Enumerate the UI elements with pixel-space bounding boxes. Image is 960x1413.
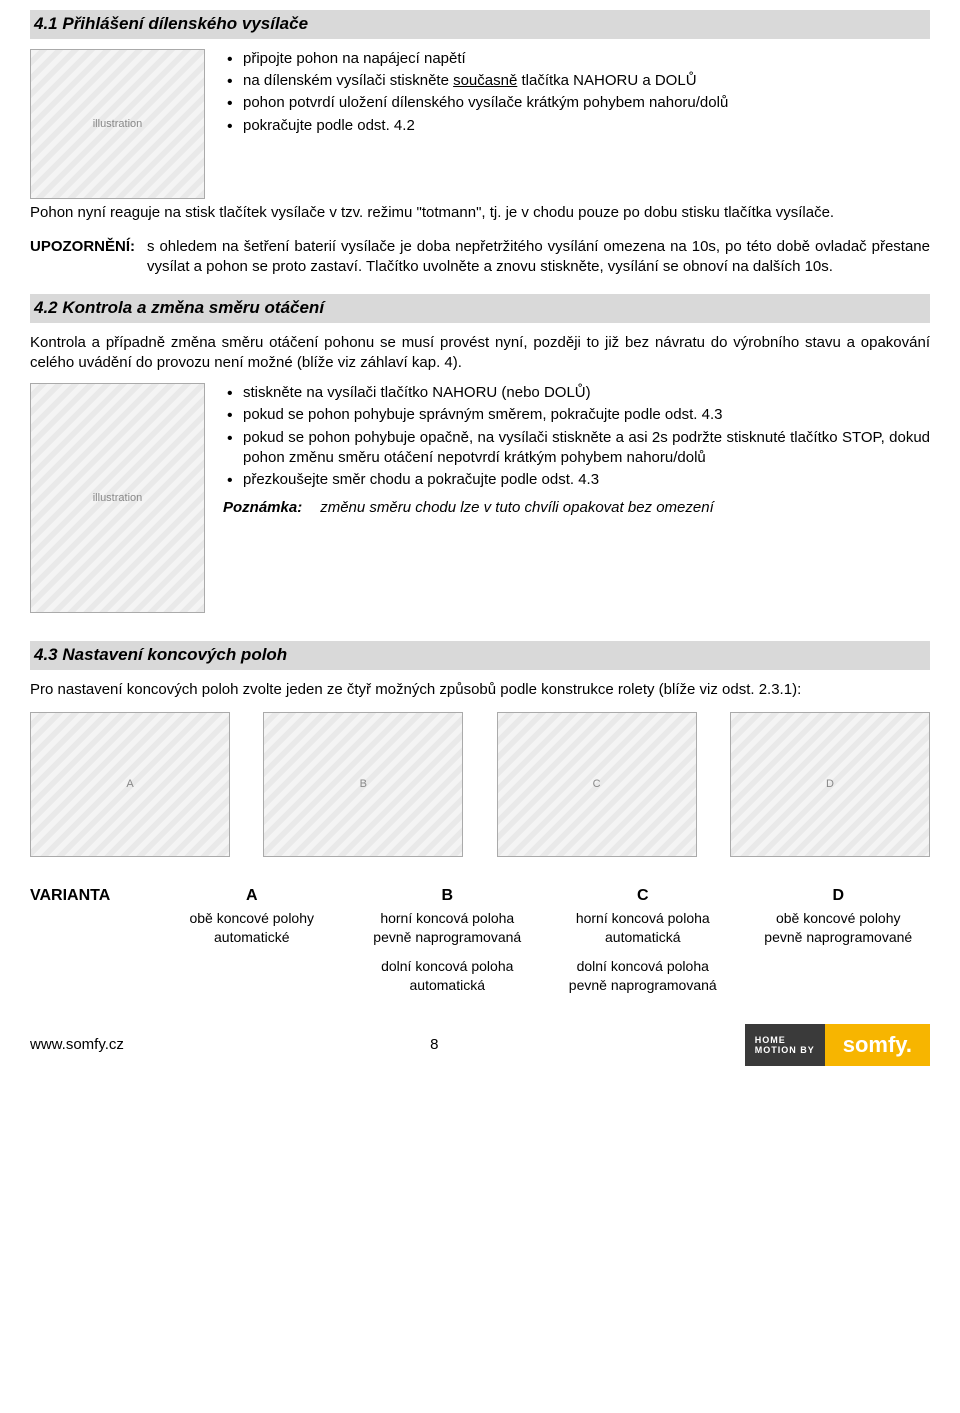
variant-head-b: B xyxy=(441,885,453,907)
section-42-textcol: stiskněte na vysílači tlačítko NAHORU (n… xyxy=(223,383,930,613)
variant-c-line3: dolní koncová poloha xyxy=(577,957,709,976)
section-41-title: 4.1 Přihlášení dílenského vysílače xyxy=(30,10,930,39)
variant-head-d: D xyxy=(832,885,844,907)
variant-col-b: B horní koncová poloha pevně naprogramov… xyxy=(356,885,540,994)
variant-image-d: D xyxy=(730,712,930,857)
footer-url: www.somfy.cz xyxy=(30,1035,124,1055)
variant-d-line0: obě koncové polohy xyxy=(776,909,901,928)
variant-d-line1: pevně naprogramované xyxy=(764,928,912,947)
variant-a-line1: automatické xyxy=(214,928,289,947)
bullet-41-1: na dílenském vysílači stiskněte současně… xyxy=(223,71,930,91)
variant-c-line4: pevně naprogramovaná xyxy=(569,976,717,995)
variant-images: A B C D xyxy=(30,712,930,857)
logo-dark-line2: MOTION BY xyxy=(755,1045,815,1056)
brand-logo: HOME MOTION BY somfy. xyxy=(745,1024,930,1066)
variant-col-a: A obě koncové polohy automatické xyxy=(160,885,344,994)
section-42-bullets: stiskněte na vysílači tlačítko NAHORU (n… xyxy=(223,383,930,490)
upoz-text: s ohledem na šetření baterií vysílače je… xyxy=(147,237,930,278)
remote-illustration-41: illustration xyxy=(30,49,205,199)
note-label: Poznámka: xyxy=(223,498,302,518)
variant-image-c: C xyxy=(497,712,697,857)
variant-c-line1: automatická xyxy=(605,928,680,947)
note-row: Poznámka: změnu směru chodu lze v tuto c… xyxy=(223,498,930,518)
variant-col-d: D obě koncové polohy pevně naprogramovan… xyxy=(747,885,931,994)
logo-yellow-block: somfy. xyxy=(825,1024,930,1066)
bullet-42-2: pokud se pohon pohybuje opačně, na vysíl… xyxy=(223,428,930,469)
page-footer: www.somfy.cz 8 HOME MOTION BY somfy. xyxy=(30,1024,930,1072)
variant-b-line4: automatická xyxy=(410,976,485,995)
bullet-42-3: přezkoušejte směr chodu a pokračujte pod… xyxy=(223,470,930,490)
note-text: změnu směru chodu lze v tuto chvíli opak… xyxy=(320,498,714,518)
bullet-42-0: stiskněte na vysílači tlačítko NAHORU (n… xyxy=(223,383,930,403)
section-43-intro: Pro nastavení koncových poloh zvolte jed… xyxy=(30,680,930,700)
variant-table: VARIANTA A obě koncové polohy automatick… xyxy=(30,885,930,994)
variant-b-line3: dolní koncová poloha xyxy=(381,957,513,976)
section-41-row: illustration připojte pohon na napájecí … xyxy=(30,49,930,199)
variant-row-label: VARIANTA xyxy=(30,885,160,994)
variant-b-line0: horní koncová poloha xyxy=(380,909,514,928)
section-41-textcol: připojte pohon na napájecí napětí na díl… xyxy=(223,49,930,199)
bullet-41-0: připojte pohon na napájecí napětí xyxy=(223,49,930,69)
upoz-label: UPOZORNĚNÍ: xyxy=(30,237,135,278)
bullet-42-1: pokud se pohon pohybuje správným směrem,… xyxy=(223,405,930,425)
variant-b-line1: pevně naprogramovaná xyxy=(373,928,521,947)
section-42-title: 4.2 Kontrola a změna směru otáčení xyxy=(30,294,930,323)
variant-col-c: C horní koncová poloha automatická dolní… xyxy=(551,885,735,994)
upoz-block: UPOZORNĚNÍ: s ohledem na šetření baterií… xyxy=(30,237,930,278)
section-42-intro: Kontrola a případně změna směru otáčení … xyxy=(30,333,930,374)
logo-dark-block: HOME MOTION BY xyxy=(745,1024,825,1066)
section-43-title: 4.3 Nastavení koncových poloh xyxy=(30,641,930,670)
logo-dark-line1: HOME xyxy=(755,1035,815,1046)
bullet-41-2: pohon potvrdí uložení dílenského vysílač… xyxy=(223,93,930,113)
variant-image-a: A xyxy=(30,712,230,857)
remote-illustration-42: illustration xyxy=(30,383,205,613)
bullet-41-3: pokračujte podle odst. 4.2 xyxy=(223,116,930,136)
section-41-bullets: připojte pohon na napájecí napětí na díl… xyxy=(223,49,930,136)
variant-head-a: A xyxy=(246,885,258,907)
variant-a-line0: obě koncové polohy xyxy=(189,909,314,928)
section-41-afterpara: Pohon nyní reaguje na stisk tlačítek vys… xyxy=(30,203,930,223)
variant-image-b: B xyxy=(263,712,463,857)
footer-page: 8 xyxy=(430,1035,438,1055)
variant-c-line0: horní koncová poloha xyxy=(576,909,710,928)
variant-head-c: C xyxy=(637,885,649,907)
section-42-row: illustration stiskněte na vysílači tlačí… xyxy=(30,383,930,613)
